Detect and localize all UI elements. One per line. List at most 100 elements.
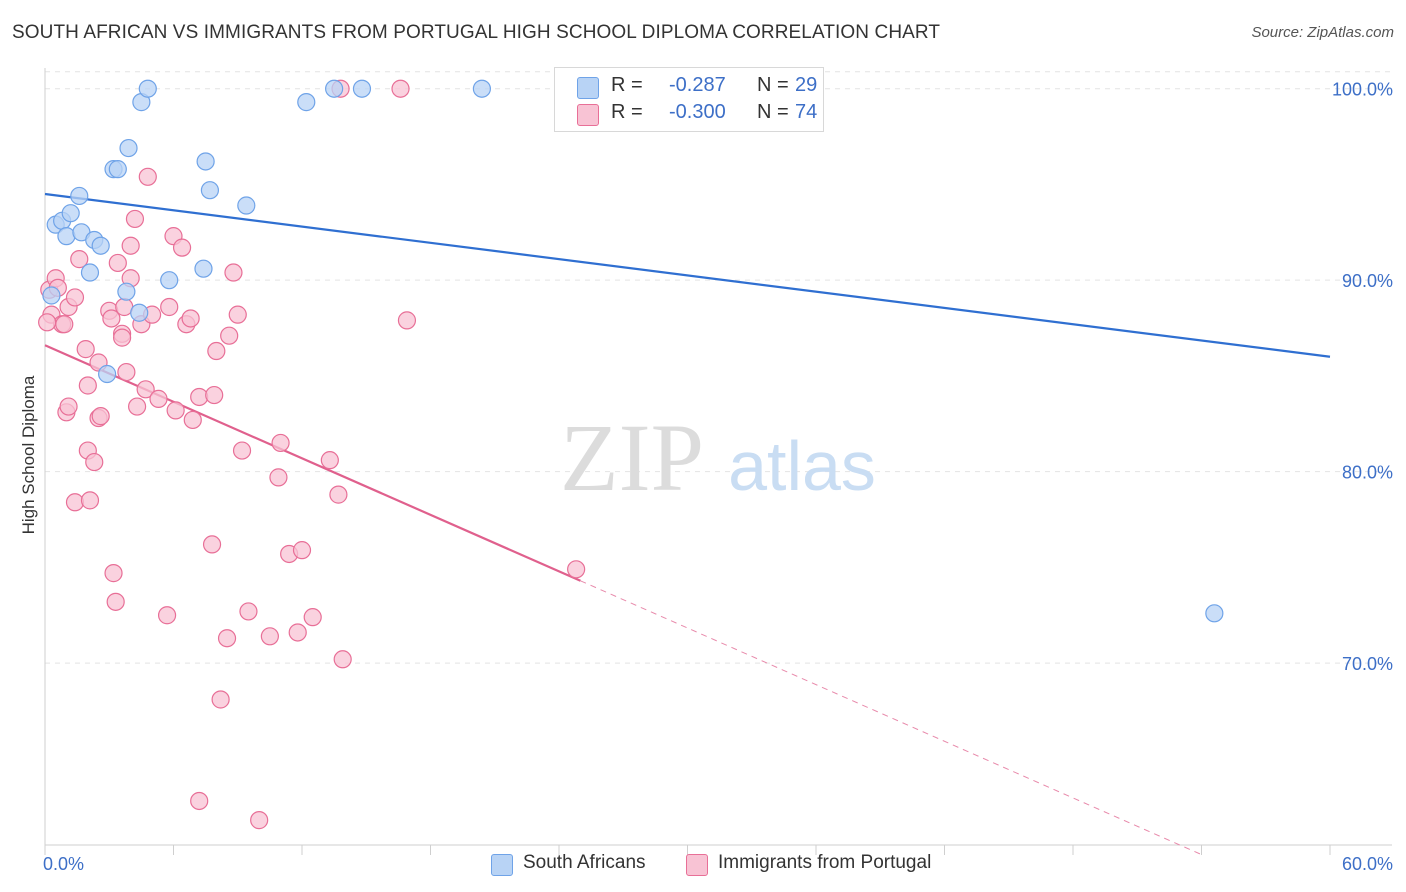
portugal-point — [127, 397, 147, 416]
chart-title: SOUTH AFRICAN VS IMMIGRANTS FROM PORTUGA… — [12, 22, 941, 43]
portugal-point — [190, 387, 209, 407]
portugal-point — [288, 623, 307, 642]
watermark: ZIP atlas — [560, 404, 876, 511]
portugal-point — [205, 385, 224, 405]
south-african-point — [1205, 604, 1224, 623]
south-african-point — [130, 303, 149, 322]
y-tick-label: 70.0% — [1342, 654, 1393, 674]
south-african-point — [98, 364, 117, 384]
legend-n-value: 29 — [795, 74, 818, 96]
source-label: Source: ZipAtlas.com — [1251, 24, 1394, 41]
south-african-point — [138, 79, 157, 98]
legend-r-label: R = — [611, 74, 643, 96]
portugal-point — [121, 236, 140, 255]
x-tick-label: 0.0% — [43, 854, 84, 874]
bottom-legend-swatch-pink — [686, 854, 708, 876]
portugal-point — [391, 79, 410, 98]
gridlines — [45, 71, 1392, 664]
bottom-legend-label: Immigrants from Portugal — [718, 852, 932, 873]
legend-r-value: -0.300 — [669, 101, 726, 123]
south-african-point — [61, 204, 80, 223]
bottom-legend-swatch-blue — [491, 854, 513, 876]
portugal-point — [303, 608, 322, 627]
y-tick-label: 100.0% — [1332, 80, 1393, 100]
portugal-point — [65, 288, 85, 307]
y-tick-label: 80.0% — [1342, 463, 1393, 483]
portugal-point — [224, 263, 243, 282]
legend-swatch-pink — [577, 104, 599, 126]
portugal-point — [292, 541, 312, 560]
south-african-point — [325, 79, 344, 98]
portugal-point — [397, 311, 417, 330]
portugal-point — [91, 407, 110, 426]
portugal-point — [329, 485, 348, 504]
south-african-point — [80, 263, 100, 282]
legend: R = -0.287 N = 29 R = -0.300 N = 74 — [554, 67, 824, 132]
south-african-point — [160, 271, 179, 290]
portugal-point — [250, 811, 269, 830]
portugal-point — [55, 315, 74, 334]
portugal-point — [76, 340, 95, 359]
legend-swatch-blue — [577, 77, 599, 99]
portugal-point — [172, 238, 192, 257]
x-tick-label: 60.0% — [1342, 854, 1393, 874]
portugal-point — [65, 493, 85, 512]
portugal-point — [166, 401, 185, 420]
portugal-point — [232, 441, 252, 460]
portugal-point — [190, 791, 209, 811]
south-african-point — [352, 79, 372, 98]
portugal-point — [80, 491, 100, 510]
portugal-point — [269, 468, 288, 487]
portugal-point — [207, 341, 226, 361]
portugal-point — [136, 380, 155, 399]
portugal-point — [239, 602, 258, 621]
portugal-point — [183, 410, 202, 430]
portugal-point — [228, 305, 247, 324]
south-african-point — [297, 93, 316, 112]
y-tick-label: 90.0% — [1342, 271, 1393, 291]
south-african-point — [194, 259, 213, 278]
portugal-point — [117, 362, 136, 382]
y-axis-label: High School Diploma — [19, 375, 38, 534]
portugal-point — [271, 433, 290, 453]
portugal-point — [138, 167, 157, 186]
south-african-point — [108, 160, 127, 179]
portugal-point — [567, 560, 586, 579]
legend-n-value: 74 — [795, 101, 818, 123]
south-african-point — [237, 196, 256, 215]
axes — [44, 68, 1392, 855]
portugal-point — [102, 309, 121, 328]
legend-r-value: -0.287 — [669, 74, 726, 96]
trend-line-1 — [44, 344, 581, 582]
portugal-point — [70, 250, 89, 269]
portugal-point — [112, 328, 132, 347]
portugal-point — [108, 253, 127, 273]
portugal-point — [149, 389, 168, 408]
portugal-point — [260, 627, 279, 646]
south-african-point — [91, 236, 110, 255]
south-african-point — [42, 286, 61, 305]
south-african-point — [472, 79, 491, 98]
portugal-point — [157, 606, 177, 625]
data-points — [38, 79, 1224, 830]
trend-extension-1 — [580, 580, 1202, 856]
watermark-zip: ZIP — [560, 404, 704, 511]
portugal-point — [220, 326, 239, 345]
portugal-point — [78, 376, 97, 395]
legend-r-label: R = — [611, 101, 643, 123]
legend-n-label: N = — [757, 74, 789, 96]
south-african-point — [200, 181, 220, 200]
trend-lines — [44, 192, 1331, 856]
portugal-point — [181, 309, 200, 328]
south-african-point — [117, 282, 136, 301]
portugal-point — [211, 690, 230, 709]
south-african-point — [119, 138, 138, 158]
legend-n-label: N = — [757, 101, 789, 123]
portugal-point — [106, 592, 125, 611]
portugal-point — [217, 629, 237, 648]
bottom-legend-label: South Africans — [523, 852, 646, 873]
portugal-point — [104, 564, 123, 583]
portugal-point — [160, 297, 179, 317]
watermark-atlas: atlas — [728, 427, 876, 505]
